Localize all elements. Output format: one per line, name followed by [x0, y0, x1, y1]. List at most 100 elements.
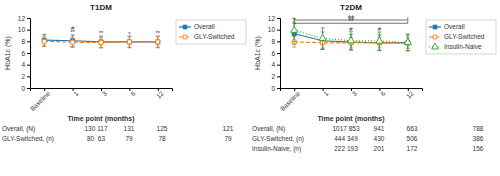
tick-label: 6	[271, 50, 275, 57]
legend-entry: GLY-Switched	[429, 33, 485, 40]
error-bar	[99, 37, 103, 48]
tick-label: 3	[351, 89, 359, 97]
y-tick: 12	[18, 15, 30, 22]
tick-mark	[27, 88, 30, 89]
series	[292, 23, 410, 50]
marker	[127, 40, 131, 44]
tick-label: 10	[18, 26, 26, 33]
legend: Overall GLY-Switched	[176, 20, 246, 44]
y-tick: 6	[271, 50, 280, 57]
tick-mark	[27, 65, 30, 66]
tick-label: 12	[405, 89, 415, 99]
annotation: *	[128, 31, 131, 37]
series	[291, 19, 412, 51]
table-cell: 78	[158, 135, 166, 142]
error-bar	[42, 36, 46, 47]
annotations: *******#	[70, 25, 161, 36]
tick-label: 12	[268, 15, 276, 22]
legend-label: Overall	[444, 23, 465, 30]
table-cell: 386	[473, 135, 484, 142]
annotation: #	[71, 25, 75, 31]
table-row-label: Insulin-Naive, (n)	[252, 145, 301, 153]
tick-label: 6	[129, 89, 137, 97]
x-tick: Baseline	[279, 88, 302, 112]
y-tick: 10	[18, 26, 30, 33]
tick-mark	[277, 65, 280, 66]
table-cell: 79	[125, 135, 133, 142]
table-cell: 125	[157, 125, 168, 132]
tick-label: 2	[271, 73, 275, 80]
x-tick: 6	[129, 88, 137, 97]
x-tick: 12	[155, 88, 165, 100]
marker	[156, 40, 160, 44]
y-tick: 0	[21, 85, 30, 92]
table-row-label: Overall, (N)	[252, 125, 285, 133]
y-tick: 12	[268, 15, 280, 22]
y-axis-title: HbA1c (%)	[254, 36, 262, 70]
marker	[127, 40, 131, 44]
x-tick: 1	[72, 88, 80, 97]
annotation: #	[378, 26, 382, 32]
series	[42, 36, 160, 48]
y-tick: 4	[21, 61, 30, 68]
table-cell: 506	[407, 135, 418, 142]
legend-label: Overall	[194, 23, 215, 30]
tick-label: 12	[155, 89, 165, 99]
tick-label: 0	[21, 85, 25, 92]
table-cell: 444 349	[334, 135, 358, 142]
series	[42, 34, 160, 47]
panel: 024681012Baseline13612*******#T1DMHbA1c …	[2, 3, 246, 143]
legend-entry: Overall	[179, 23, 215, 30]
table-cell: 663	[407, 125, 418, 132]
tick-mark	[277, 30, 280, 31]
table-cell: 80 63	[87, 135, 105, 142]
legend-marker	[433, 35, 437, 39]
table-row-label: GLY-Switched, (n)	[252, 135, 304, 143]
annotation: #	[349, 26, 353, 32]
error-bar	[156, 37, 160, 48]
plot-area	[291, 19, 412, 51]
x-tick: 3	[101, 88, 109, 97]
y-tick: 8	[271, 38, 280, 45]
y-tick: 6	[21, 50, 30, 57]
x-tick: Baseline	[29, 88, 52, 112]
marker	[376, 37, 383, 43]
legend-entry: Overall	[429, 23, 465, 30]
x-axis: Baseline 1 3 6 12	[29, 88, 173, 112]
table: Overall, (N)130 117131125121GLY-Switched…	[2, 125, 234, 143]
y-tick: 2	[21, 73, 30, 80]
x-tick: 6	[379, 88, 387, 97]
marker	[99, 40, 103, 44]
tick-label: 1	[72, 89, 80, 97]
table: Overall, (N)1017 853941663788GLY-Switche…	[252, 125, 484, 153]
legend-marker	[183, 35, 187, 39]
tick-mark	[27, 53, 30, 54]
error-bar	[127, 37, 131, 48]
y-axis: 0 2 4 6 8 10 12	[18, 15, 31, 92]
table-cell: 156	[473, 145, 484, 152]
error-bar	[99, 36, 103, 48]
title: T2DM	[340, 3, 362, 12]
tick-label: 2	[21, 73, 25, 80]
tick-label: 10	[268, 26, 276, 33]
chart: 024681012Baseline13612*******#T1DMHbA1c …	[0, 0, 500, 176]
x-tick: 12	[405, 88, 415, 100]
legend-entry: GLY-Switched	[179, 33, 235, 40]
tick-mark	[277, 88, 280, 89]
annotations: ##	[349, 26, 381, 33]
tick-mark	[27, 30, 30, 31]
legend: OverallGLY-SwitchedInsulin-Naive	[426, 20, 496, 54]
marker	[404, 38, 411, 44]
y-tick: 8	[21, 38, 30, 45]
tick-mark	[27, 41, 30, 42]
tick-label: 4	[271, 61, 275, 68]
y-tick: 2	[271, 73, 280, 80]
table-cell: 430	[374, 135, 385, 142]
tick-label: 1	[322, 89, 330, 97]
tick-label: 0	[271, 85, 275, 92]
x-axis-title: Time point (months)	[317, 115, 384, 123]
legend-label: GLY-Switched	[444, 33, 485, 40]
marker	[71, 40, 75, 44]
marker	[99, 41, 103, 45]
tick-label: 8	[21, 38, 25, 45]
